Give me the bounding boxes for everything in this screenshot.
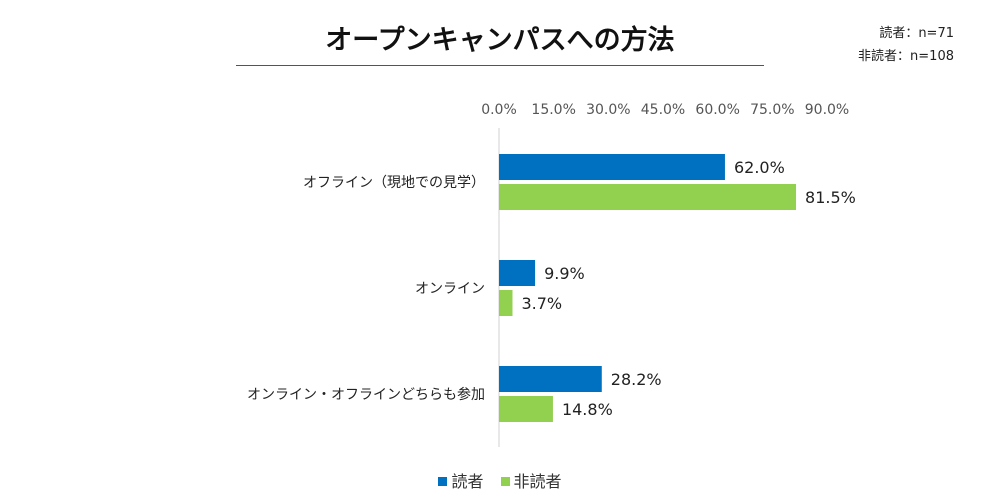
- sample-size-note: 読者：n=71 非読者：n=108: [858, 22, 954, 68]
- title-underline: [236, 65, 764, 66]
- category-label: オンライン・オフラインどちらも参加: [247, 386, 485, 403]
- x-tick-label: 0.0%: [481, 102, 517, 118]
- x-tick-label: 30.0%: [586, 102, 630, 118]
- legend-label-readers: 読者: [451, 472, 484, 491]
- value-label-non-readers: 81.5%: [805, 188, 856, 207]
- chart-legend: 読者 非読者: [0, 468, 1000, 492]
- legend-swatch-readers: [438, 477, 448, 486]
- legend-item-non-readers: 非読者: [500, 468, 562, 492]
- legend-swatch-non-readers: [500, 477, 510, 486]
- x-tick-label: 75.0%: [750, 102, 794, 118]
- legend-label-non-readers: 非読者: [513, 472, 562, 491]
- bar-non-readers: [499, 184, 797, 210]
- value-label-readers: 28.2%: [611, 370, 662, 389]
- sample-size-non-readers: 非読者：n=108: [858, 49, 954, 64]
- category-label: オンライン: [415, 281, 485, 297]
- value-label-readers: 9.9%: [544, 264, 585, 283]
- bar-readers: [499, 366, 602, 392]
- sample-size-readers: 読者：n=71: [879, 26, 954, 41]
- bar-non-readers: [499, 396, 553, 422]
- legend-item-readers: 読者: [438, 468, 483, 492]
- bar-readers: [499, 154, 725, 180]
- x-tick-label: 45.0%: [641, 102, 685, 118]
- category-label: オフライン（現地での見学）: [303, 175, 485, 191]
- value-label-readers: 62.0%: [734, 158, 785, 177]
- chart-title: オープンキャンパスへの方法: [325, 25, 675, 56]
- bar-non-readers: [499, 290, 513, 316]
- value-label-non-readers: 14.8%: [562, 400, 613, 419]
- x-tick-label: 90.0%: [805, 102, 849, 118]
- bar-readers: [499, 260, 536, 286]
- x-tick-label: 15.0%: [531, 102, 575, 118]
- value-label-non-readers: 3.7%: [521, 294, 562, 313]
- x-tick-label: 60.0%: [695, 102, 739, 118]
